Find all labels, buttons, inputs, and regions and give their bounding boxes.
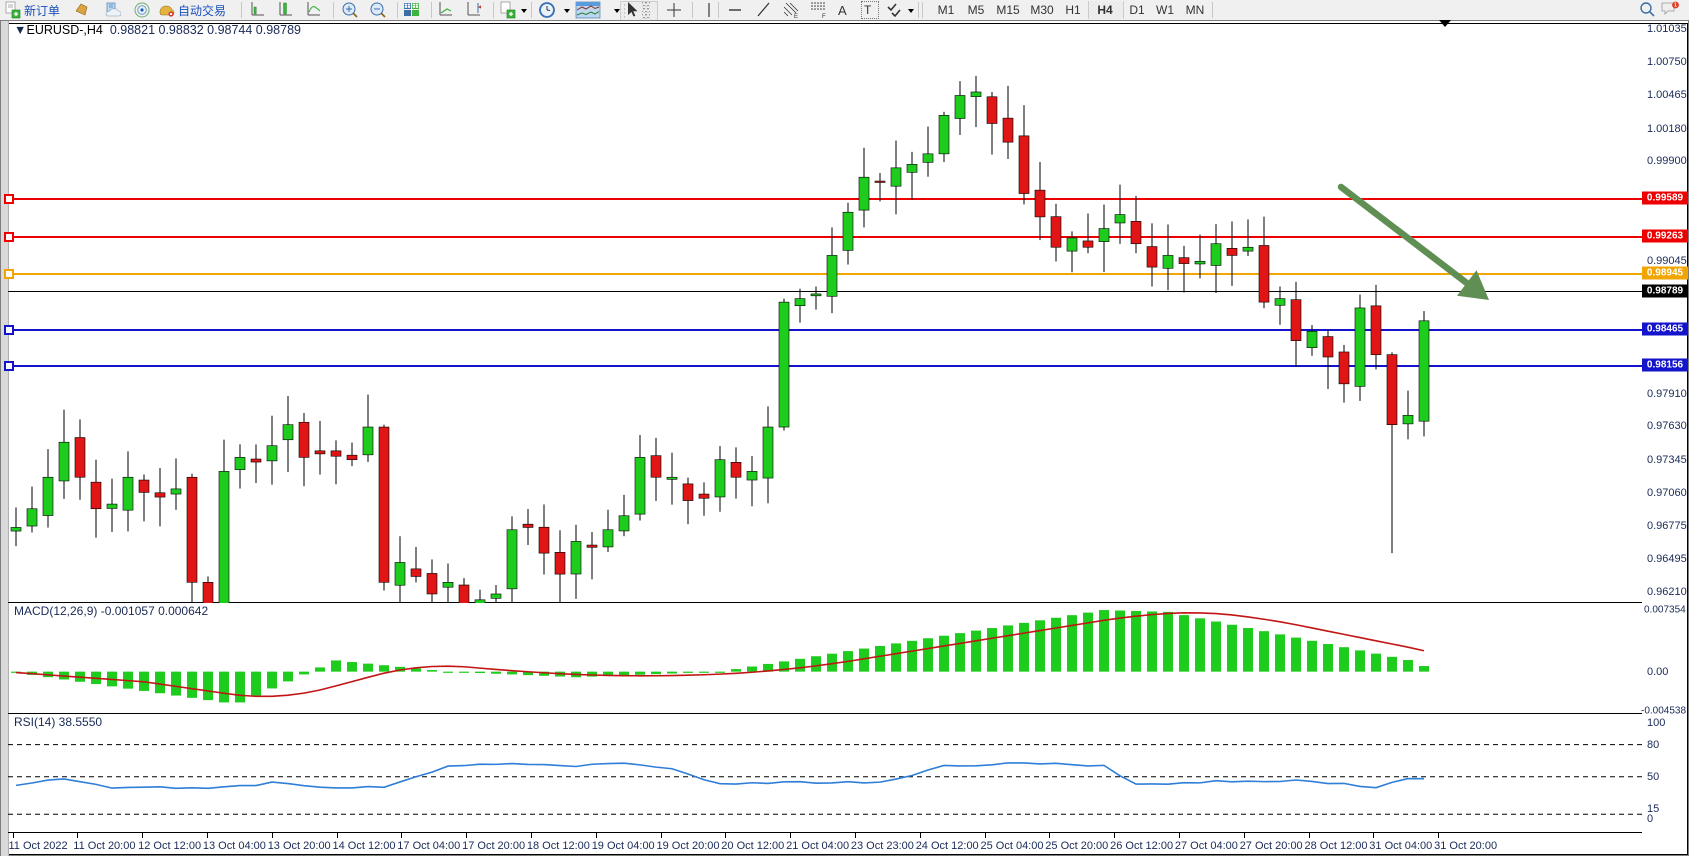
svg-text:E: E [794, 14, 798, 19]
svg-text:F: F [822, 14, 826, 19]
svg-text:1: 1 [1674, 3, 1677, 9]
